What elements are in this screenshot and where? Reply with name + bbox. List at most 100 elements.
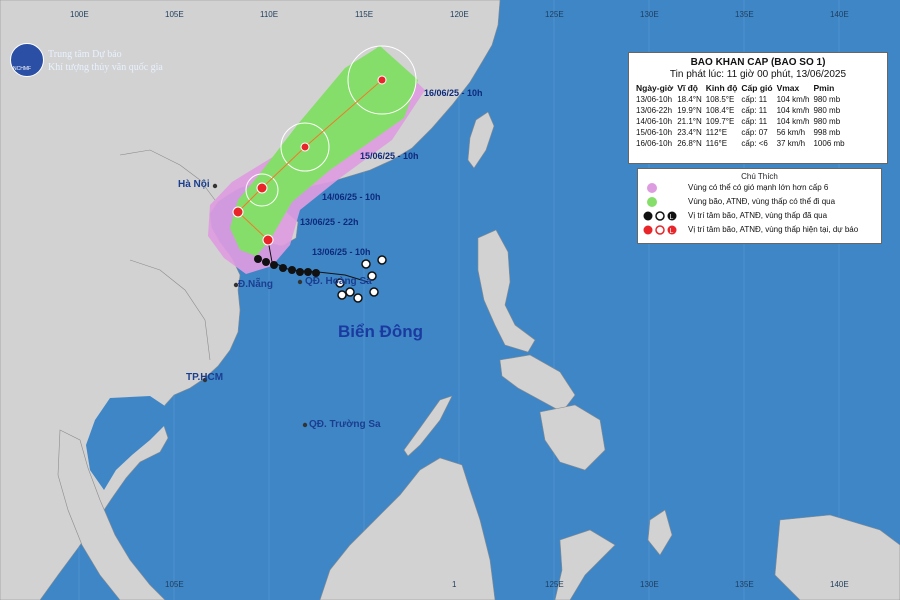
past-marker [279,264,287,272]
table-cell: 980 mb [813,106,841,115]
hanoi-dot [212,183,218,189]
table-cell: cấp: 11 [741,117,768,126]
agency-header: NCHMF Trung tâm Dự báo Khí tượng thủy vă… [10,43,200,83]
table-cell: 116°E [705,139,728,148]
legend-item-storm-zone: Vùng bão, ATNĐ, vùng thấp có thể đi qua [638,195,881,209]
legend-symbol-letter: L [670,228,674,235]
green-circle-icon [647,197,657,207]
past-marker [377,255,387,265]
city-label-danang: Đ.Nẵng [238,279,273,290]
paracels-dot [297,279,303,285]
lon-label-bottom: 135E [735,580,754,589]
bulletin-title: BAO KHAN CAP (BAO SO 1) [690,57,826,68]
lon-label-bottom: 140E [830,580,849,589]
legend-label: Vùng có thể có gió mạnh lớn hơn cấp 6 [688,183,829,192]
table-cell: 37 km/h [776,139,806,148]
sulawesi [554,529,616,600]
past-marker [296,268,304,276]
table-header: Vmax [776,83,800,93]
table-row: 14/06-10h 21.1°N 109.7°E cấp: 11 104 km/… [634,116,847,127]
table-cell: 21.1°N [677,117,702,126]
storm-path-zone [230,46,418,256]
table-row: 16/06-10h 26.8°N 116°E cấp: <6 37 km/h 1… [634,138,847,149]
legend-symbol-letter: L [670,214,674,221]
forecast-radius-circles [245,45,417,207]
lon-label-top: 115E [355,10,374,19]
philippines-visayas [499,354,576,413]
table-cell: 112°E [705,128,728,137]
track-time-label: 13/06/25 - 22h [300,217,359,227]
agency-name-line1: Trung tâm Dự báo [48,49,122,60]
legend-label: Vùng bão, ATNĐ, vùng thấp có thể đi qua [688,197,836,206]
forecast-marker [377,75,387,85]
hcm-dot [202,377,208,383]
danang-dot [233,282,239,288]
table-cell: 19.9°N [677,106,702,115]
past-marker [369,287,379,297]
table-cell: cấp: 11 [741,106,768,115]
past-marker [262,258,270,266]
table-cell: 13/06-10h [636,95,673,104]
table-cell: cấp: 07 [741,128,768,137]
agency-logo-icon: NCHMF [10,43,44,77]
vietnam-border [119,149,216,361]
table-cell: 16/06-10h [636,139,673,148]
current-storm-symbols-icon: L [643,225,677,235]
past-marker [367,271,377,281]
island-label-paracels: QĐ. Hoàng Sa [305,276,372,287]
legend-item-current: L Vị trí tâm bão, ATNĐ, vùng thấp hiện t… [638,223,881,237]
lon-label-bottom: 125E [545,580,564,589]
legend-panel: Chú Thích Vùng có thể có gió mạnh lớn hơ… [637,168,882,244]
spratlys-dot [302,422,308,428]
past-marker [345,287,355,297]
past-marker [270,261,278,269]
past-track-line [267,239,369,283]
past-marker [304,268,312,276]
bulletin-panel: BAO KHAN CAP (BAO SO 1) Tin phát lúc: 11… [628,52,888,164]
table-header: Pmin [813,83,835,93]
track-time-label: 15/06/25 - 10h [360,151,419,161]
legend-title: Chú Thích [741,172,778,181]
table-row: 15/06-10h 23.4°N 112°E cấp: 07 56 km/h 9… [634,127,847,138]
malay-peninsula [57,429,166,600]
philippines-mindanao [539,404,606,471]
table-header: Kinh độ [705,83,738,93]
table-cell: 1006 mb [813,139,845,148]
table-cell: 26.8°N [677,139,702,148]
agency-name-line2: Khí tượng thủy văn quốc gia [48,62,163,73]
table-cell: 13/06-22h [636,106,673,115]
legend-label: Vị trí tâm bão, ATNĐ, vùng thấp hiện tại… [688,225,859,234]
city-dots [202,183,308,428]
past-marker [335,278,345,288]
table-cell: 104 km/h [776,117,810,126]
table-header: Vĩ độ [677,83,698,93]
table-header-row: Ngày-giờ Vĩ độ Kinh độ Cấp gió Vmax Pmin [634,82,847,94]
table-cell: 108.4°E [705,106,735,115]
table-header: Ngày-giờ [636,83,674,93]
table-cell: cấp: <6 [741,139,768,148]
forecast-position-markers [232,75,387,246]
island-label-spratlys: QĐ. Trường Sa [309,419,381,430]
forecast-marker [300,142,310,152]
philippines-luzon [477,229,536,353]
past-marker [337,290,347,300]
table-cell: 980 mb [813,117,841,126]
lon-label-top: 125E [545,10,564,19]
table-cell: 104 km/h [776,106,810,115]
past-marker [361,259,371,269]
pink-circle-icon [647,183,657,193]
lon-label-top: 120E [450,10,469,19]
new-guinea [774,514,900,600]
table-cell: 998 mb [813,128,841,137]
table-cell: 108.5°E [705,95,735,104]
legend-item-wind-zone: Vùng có thể có gió mạnh lớn hơn cấp 6 [638,181,881,195]
table-row: 13/06-22h 19.9°N 108.4°E cấp: 11 104 km/… [634,105,847,116]
agency-logo-text: NCHMF [13,66,32,72]
forecast-marker [262,234,274,246]
track-time-label: 14/06/25 - 10h [322,192,381,202]
lon-label-bottom: 130E [640,580,659,589]
halmahera [647,509,673,556]
past-storm-symbols-icon: L [643,211,677,221]
